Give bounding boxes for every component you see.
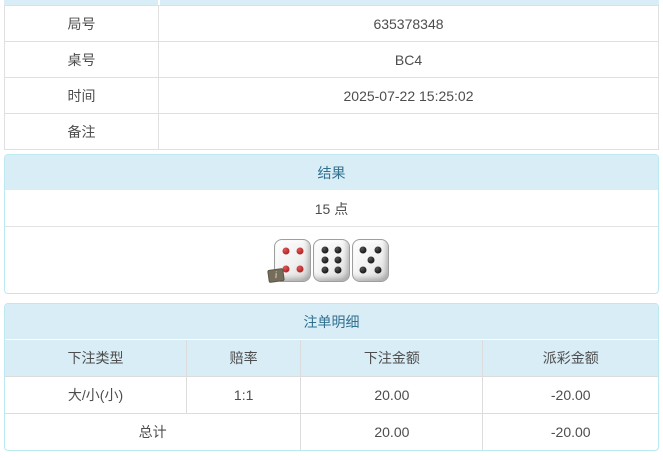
time-label: 时间 [4,77,159,114]
die-pip [321,246,329,254]
result-points: 15 点 [5,191,658,227]
die-pip [374,246,382,254]
game-info-table: 局号 635378348 桌号 BC4 时间 2025-07-22 15:25:… [4,5,659,150]
result-panel-title: 结果 [5,155,658,191]
total-label: 总计 [5,412,301,450]
die-pip [359,266,367,274]
die-pip [296,265,303,273]
info-badge-icon: i [267,267,285,283]
die-5-icon [352,238,389,282]
cutoff-header-strip [4,0,659,5]
total-payout: -20.00 [482,412,658,450]
die-pip [321,266,329,274]
dice-group: i [5,227,658,293]
payout-cell: -20.00 [482,376,658,413]
table-row: 局号 635378348 [4,5,659,42]
die-pip [367,256,374,264]
remark-value [158,113,659,150]
total-bet-amount: 20.00 [300,412,483,450]
die-pip [334,266,342,274]
bet-type-cell: 大/小(小) [67,386,124,403]
table-row: 备注 [4,113,659,150]
col-header-bet-amount: 下注金额 [300,340,483,377]
time-value: 2025-07-22 15:25:02 [158,77,659,114]
round-id-label: 局号 [4,5,159,42]
table-id-value: BC4 [158,41,659,78]
die-6-icon [313,238,350,282]
die-pip [282,265,289,273]
die-pip [282,247,289,255]
col-header-payout: 派彩金额 [482,340,658,377]
bet-detail-panel: 注单明细 下注类型 赔率 下注金额 派彩金额 大/小(小) 1:1 20.00 … [4,303,659,451]
die-pip [359,246,367,254]
die-pip [334,256,342,264]
table-row: 大/小(小) 1:1 20.00 -20.00 [5,376,658,413]
total-row: 总计 20.00 -20.00 [5,412,658,450]
die-pip [321,256,329,264]
col-header-odds: 赔率 [186,340,301,377]
die-4-icon: i [267,238,311,283]
bet-amount-cell: 20.00 [300,376,483,413]
die-pip [296,247,303,255]
die-pip [334,246,342,254]
bet-table: 下注类型 赔率 下注金额 派彩金额 大/小(小) 1:1 20.00 -20.0… [5,340,658,450]
bet-panel-title: 注单明细 [5,304,658,340]
bet-table-header-row: 下注类型 赔率 下注金额 派彩金额 [5,340,658,377]
die-pip [374,266,382,274]
round-id-value: 635378348 [158,5,659,42]
remark-label: 备注 [4,113,159,150]
table-row: 时间 2025-07-22 15:25:02 [4,77,659,114]
odds-cell: 1:1 [186,376,301,413]
table-id-label: 桌号 [4,41,159,78]
cutoff-header-right-cell [160,0,659,5]
col-header-bet-type: 下注类型 [5,340,187,377]
table-row: 桌号 BC4 [4,41,659,78]
result-panel: 结果 15 点 i [4,154,659,294]
cutoff-header-left-cell [4,0,158,5]
